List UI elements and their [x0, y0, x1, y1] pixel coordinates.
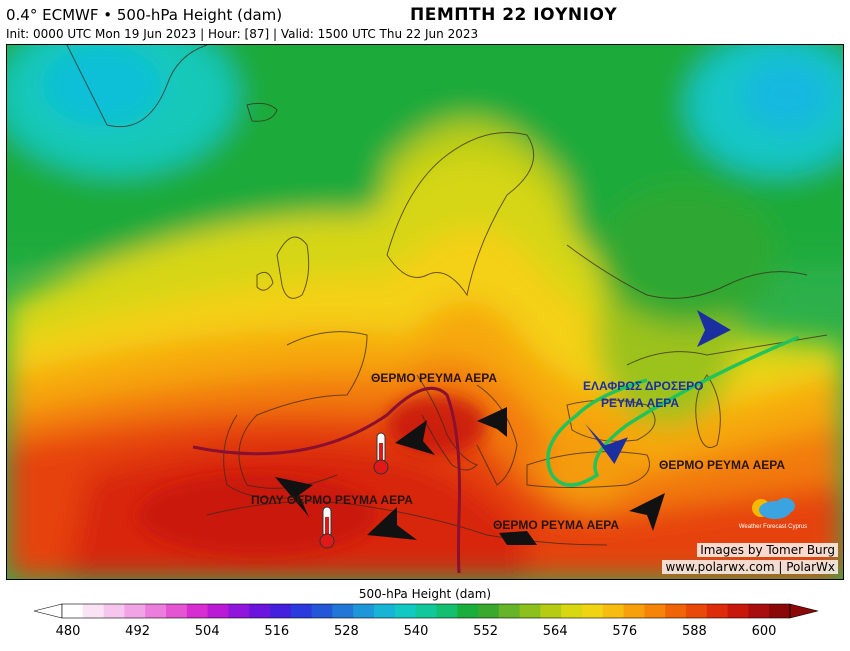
weather-map: ΘΕΡΜΟ ΡΕΥΜΑ ΑΕΡΑ ΠΟΛΥ ΘΕΡΜΟ ΡΕΥΜΑ ΑΕΡΑ Ε… — [6, 44, 844, 580]
map-init-info: Init: 0000 UTC Mon 19 Jun 2023 | Hour: [… — [6, 27, 479, 41]
label-warm-east: ΘΕΡΜΟ ΡΕΥΜΑ ΑΕΡΑ — [659, 458, 785, 472]
map-model-title: 0.4° ECMWF • 500-hPa Height (dam) — [6, 6, 283, 24]
colorbar-swatch — [727, 604, 749, 618]
colorbar-swatch — [145, 604, 167, 618]
height-field: ΘΕΡΜΟ ΡΕΥΜΑ ΑΕΡΑ ΠΟΛΥ ΘΕΡΜΟ ΡΕΥΜΑ ΑΕΡΑ Ε… — [7, 45, 843, 579]
label-warm-south: ΘΕΡΜΟ ΡΕΥΜΑ ΑΕΡΑ — [493, 518, 619, 532]
cooler-airflow-outline — [546, 335, 800, 487]
website-credit: www.polarwx.com | PolarWx — [662, 560, 838, 574]
colorbar-swatch — [665, 604, 687, 618]
colorbar-min-extension — [33, 603, 63, 619]
colorbar-swatch — [249, 604, 271, 618]
colorbar-swatch — [540, 604, 562, 618]
coastlines — [66, 45, 828, 546]
colorbar-swatch — [207, 604, 229, 618]
colorbar-swatch — [290, 604, 313, 618]
colorbar-tick-labels: 480 492 504 516 528 540 552 564 576 588 600 — [0, 624, 850, 644]
colorbar-tick-label: 480 — [55, 624, 81, 639]
colorbar-tick-label: 492 — [125, 624, 151, 639]
colorbar-swatch — [561, 604, 583, 618]
label-slightly-cooler-line2: ΡΕΥΜΑ ΑΕΡΑ — [601, 396, 679, 410]
colorbar-swatch — [519, 604, 541, 618]
colorbar-swatch — [478, 604, 500, 618]
colorbar-swatch — [623, 604, 645, 618]
colorbar-tick-label: 540 — [403, 624, 429, 639]
map-day-title: ΠΕΜΠΤΗ 22 ΙΟΥΝΙΟΥ — [410, 5, 618, 25]
colorbar-swatch — [311, 604, 333, 618]
colorbar-swatch — [686, 604, 708, 618]
image-credit: Images by Tomer Burg — [697, 543, 838, 557]
colorbar-swatch — [415, 604, 437, 618]
colorbar-swatch — [228, 604, 250, 618]
label-slightly-cooler-line1: ΕΛΑΦΡΩΣ ΔΡΟΣΕΡΟ — [583, 379, 703, 393]
colorbar-swatch — [706, 604, 729, 618]
colorbar-tick-label: 528 — [333, 624, 359, 639]
colorbar-swatch — [769, 604, 791, 618]
colorbar-swatch — [394, 604, 417, 618]
colorbar-swatch — [270, 604, 292, 618]
colorbar-swatch — [374, 604, 396, 618]
colorbar-tick-label: 552 — [473, 624, 499, 639]
colorbar-title: 500-hPa Height (dam) — [358, 587, 492, 601]
height-colorbar — [33, 603, 819, 619]
warm-flow-arrows — [275, 407, 665, 545]
colorbar-swatch — [457, 604, 479, 618]
colorbar-swatch — [166, 604, 188, 618]
colorbar-swatch — [186, 604, 209, 618]
colorbar-swatch — [644, 604, 666, 618]
colorbar-tick-label: 504 — [194, 624, 220, 639]
weather-forecast-cyprus-logo: Weather Forecast Cyprus — [739, 498, 807, 530]
colorbar-swatch — [103, 604, 125, 618]
colorbar-swatch — [602, 604, 625, 618]
colorbar-border — [61, 603, 791, 619]
colorbar-swatch — [82, 604, 105, 618]
colorbar-tick-label: 600 — [751, 624, 777, 639]
colorbar-tick-label: 576 — [612, 624, 638, 639]
colorbar-swatch — [332, 604, 354, 618]
colorbar-swatch — [353, 604, 375, 618]
colorbar-tick-label: 588 — [681, 624, 707, 639]
colorbar-swatch — [582, 604, 604, 618]
thermometer-icon — [319, 506, 335, 549]
colorbar-max-extension — [789, 603, 819, 619]
colorbar-tick-label: 564 — [542, 624, 568, 639]
colorbar-swatch — [748, 604, 770, 618]
ridge-axis-line — [192, 386, 461, 574]
colorbar-swatch — [124, 604, 146, 618]
label-warm-central: ΘΕΡΜΟ ΡΕΥΜΑ ΑΕΡΑ — [371, 371, 497, 385]
colorbar-tick-label: 516 — [264, 624, 290, 639]
label-very-warm-west: ΠΟΛΥ ΘΕΡΜΟ ΡΕΥΜΑ ΑΕΡΑ — [251, 493, 413, 507]
svg-text:Weather Forecast Cyprus: Weather Forecast Cyprus — [739, 524, 807, 530]
thermometer-icon — [373, 432, 389, 475]
colorbar-swatch — [62, 604, 84, 618]
cool-flow-arrows — [584, 310, 731, 465]
colorbar-swatch — [436, 604, 458, 618]
colorbar-swatch — [498, 604, 521, 618]
